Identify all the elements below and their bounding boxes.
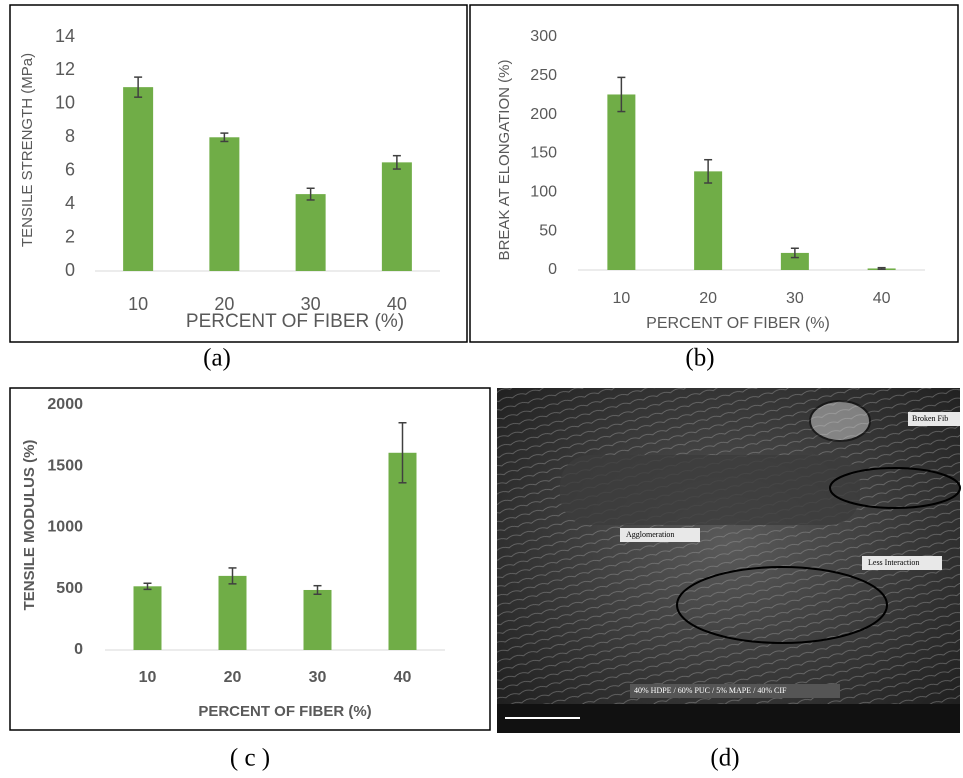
panel-label: ( c ) bbox=[230, 745, 270, 772]
x-tick-label: 20 bbox=[699, 290, 717, 307]
marker-ellipse bbox=[810, 401, 870, 441]
y-tick-label: 2 bbox=[65, 226, 75, 246]
bar bbox=[209, 137, 239, 271]
y-tick-label: 250 bbox=[530, 67, 557, 84]
bar bbox=[382, 162, 412, 271]
y-tick-label: 10 bbox=[55, 93, 75, 113]
annotation: 40% HDPE / 60% PUC / 5% MAPE / 40% CIF bbox=[634, 686, 787, 695]
annotation: Agglomeration bbox=[626, 530, 674, 539]
y-tick-label: 200 bbox=[530, 106, 557, 123]
y-axis-title: BREAK AT ELONGATION (%) bbox=[496, 60, 513, 261]
y-tick-label: 50 bbox=[539, 222, 557, 239]
x-tick-label: 40 bbox=[873, 290, 891, 307]
annotation: Broken Fib bbox=[912, 414, 948, 423]
y-tick-label: 8 bbox=[65, 126, 75, 146]
y-tick-label: 300 bbox=[530, 28, 557, 45]
y-tick-label: 2000 bbox=[47, 396, 83, 413]
x-tick-label: 30 bbox=[309, 669, 327, 686]
y-axis-title: TENSILE MODULUS (%) bbox=[21, 440, 38, 611]
panel-label: (d) bbox=[710, 745, 739, 772]
bar bbox=[607, 94, 635, 270]
bar bbox=[123, 87, 153, 271]
y-tick-label: 1000 bbox=[47, 519, 83, 536]
bar bbox=[296, 194, 326, 271]
x-axis-title: PERCENT OF FIBER (%) bbox=[186, 311, 404, 332]
bar bbox=[304, 590, 332, 650]
y-tick-label: 1500 bbox=[47, 457, 83, 474]
y-tick-label: 0 bbox=[548, 261, 557, 278]
x-tick-label: 30 bbox=[786, 290, 804, 307]
x-tick-label: 20 bbox=[224, 669, 242, 686]
figure: Broken Fib Agglomeration Less Interactio… bbox=[0, 0, 963, 778]
chart: 0 50 100 150 200 250 300 10 20 30 40 PERCENT OF FIB… bbox=[496, 28, 925, 332]
fiber bbox=[560, 455, 860, 525]
sem-image: Broken Fib Agglomeration Less Interactio… bbox=[497, 388, 960, 733]
chart: 0 500 1000 1500 2000 10 20 30 40 PERCENT OF FIBER… bbox=[21, 396, 445, 720]
x-tick-label: 10 bbox=[139, 669, 157, 686]
y-tick-label: 0 bbox=[65, 260, 75, 280]
bar bbox=[694, 171, 722, 270]
y-tick-label: 0 bbox=[74, 641, 83, 658]
y-tick-label: 14 bbox=[55, 26, 75, 46]
panel-label: (b) bbox=[685, 345, 714, 372]
y-tick-label: 12 bbox=[55, 59, 75, 79]
bar bbox=[219, 576, 247, 650]
x-axis-title: PERCENT OF FIBER (%) bbox=[198, 703, 371, 720]
y-tick-label: 500 bbox=[56, 580, 83, 597]
annotation: Less Interaction bbox=[868, 558, 919, 567]
bar bbox=[134, 586, 162, 650]
y-tick-label: 150 bbox=[530, 145, 557, 162]
y-axis-title: TENSILE STRENGTH (MPa) bbox=[19, 53, 36, 247]
x-tick-label: 10 bbox=[612, 290, 630, 307]
panel-frame bbox=[10, 388, 490, 730]
y-tick-label: 100 bbox=[530, 184, 557, 201]
x-tick-label: 10 bbox=[128, 294, 148, 314]
x-axis-title: PERCENT OF FIBER (%) bbox=[646, 315, 830, 332]
panel-label: (a) bbox=[203, 345, 231, 372]
y-tick-label: 6 bbox=[65, 159, 75, 179]
y-tick-label: 4 bbox=[65, 193, 75, 213]
x-tick-label: 40 bbox=[394, 669, 412, 686]
